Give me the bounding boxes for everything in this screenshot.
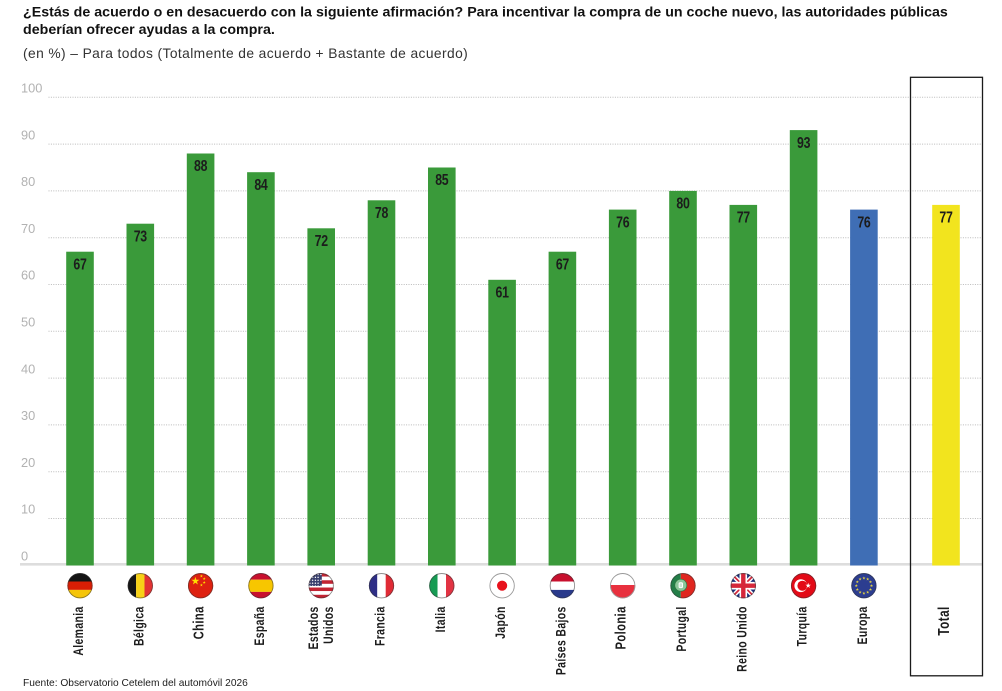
svg-text:61: 61 (496, 284, 510, 302)
svg-text:60: 60 (21, 268, 35, 283)
svg-text:90: 90 (21, 127, 35, 142)
svg-text:deberían ofrecer ayudas a la c: deberían ofrecer ayudas a la compra. (23, 22, 275, 38)
svg-text:Estados: Estados (306, 606, 322, 649)
svg-text:93: 93 (797, 134, 811, 152)
svg-text:40: 40 (21, 361, 35, 376)
svg-text:77: 77 (939, 209, 953, 227)
svg-text:España: España (252, 606, 268, 645)
svg-text:30: 30 (21, 408, 35, 423)
svg-text:20: 20 (21, 455, 35, 470)
svg-text:70: 70 (21, 221, 35, 236)
svg-text:Portugal: Portugal (674, 606, 690, 651)
svg-text:50: 50 (21, 315, 35, 330)
svg-text:84: 84 (254, 177, 268, 195)
svg-text:Japón: Japón (493, 606, 509, 639)
svg-text:Polonia: Polonia (612, 606, 629, 649)
svg-text:Turquía: Turquía (794, 606, 810, 646)
svg-text:88: 88 (194, 158, 208, 176)
svg-text:73: 73 (134, 228, 148, 246)
svg-text:76: 76 (616, 214, 630, 232)
svg-text:Países Bajos: Países Bajos (553, 606, 569, 675)
svg-text:77: 77 (737, 209, 751, 227)
svg-text:85: 85 (435, 172, 449, 190)
svg-text:67: 67 (556, 256, 570, 274)
svg-text:Unidos: Unidos (320, 606, 336, 644)
svg-text:Italia: Italia (432, 606, 448, 632)
svg-text:Alemania: Alemania (71, 606, 87, 655)
svg-text:80: 80 (676, 195, 690, 213)
svg-text:100: 100 (21, 81, 42, 96)
svg-text:Fuente: Observatorio Cetelem d: Fuente: Observatorio Cetelem del automóv… (23, 678, 248, 689)
svg-text:Europa: Europa (855, 606, 871, 644)
svg-text:67: 67 (73, 256, 87, 274)
svg-text:Bélgica: Bélgica (131, 606, 147, 646)
svg-text:0: 0 (21, 549, 28, 564)
svg-text:78: 78 (375, 205, 389, 223)
svg-text:80: 80 (21, 174, 35, 189)
svg-text:Total: Total (934, 606, 952, 635)
svg-text:¿Estás de acuerdo o en desacue: ¿Estás de acuerdo o en desacuerdo con la… (23, 4, 948, 20)
svg-text:10: 10 (21, 502, 35, 517)
svg-text:(en %) – Para todos (Totalment: (en %) – Para todos (Totalmente de acuer… (23, 46, 468, 61)
svg-text:Francia: Francia (372, 606, 388, 646)
svg-text:76: 76 (857, 214, 871, 232)
svg-text:Reino Unido: Reino Unido (734, 606, 750, 672)
svg-text:China: China (190, 606, 207, 639)
svg-text:72: 72 (315, 233, 329, 251)
